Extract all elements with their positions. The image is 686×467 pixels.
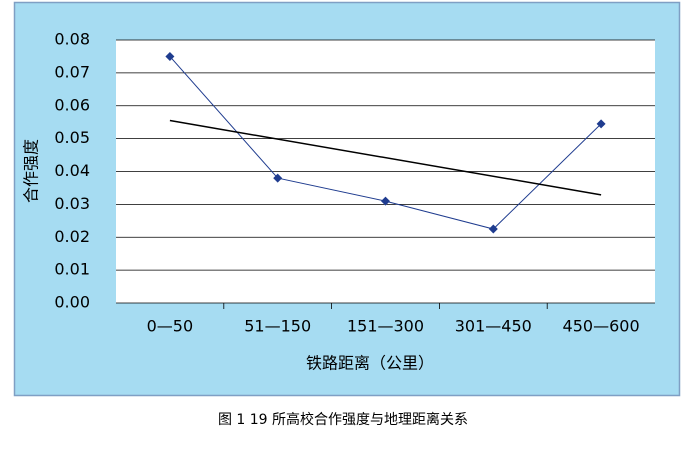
y-tick-label: 0.04 <box>54 161 90 180</box>
y-axis-label: 合作强度 <box>22 139 41 203</box>
data-point <box>273 173 283 183</box>
x-tick-label: 450—600 <box>563 317 640 336</box>
y-tick-label: 0.00 <box>54 293 90 312</box>
data-point <box>596 119 606 129</box>
x-tick-label: 301—450 <box>455 317 532 336</box>
y-tick-label: 0.08 <box>54 30 90 49</box>
trend-line <box>169 119 602 196</box>
caption: 图 1 19 所高校合作强度与地理距离关系 <box>218 411 468 428</box>
y-tick-label: 0.01 <box>54 260 90 279</box>
x-tick-label: 0—50 <box>147 317 194 336</box>
x-axis-label: 铁路距离（公里） <box>306 354 434 373</box>
y-tick-label: 0.05 <box>54 128 90 147</box>
y-tick-label: 0.02 <box>54 227 90 246</box>
data-point <box>488 224 498 234</box>
x-tick-label: 51—150 <box>244 317 311 336</box>
y-tick-label: 0.03 <box>54 194 90 213</box>
data-point <box>381 196 390 206</box>
y-tick-label: 0.07 <box>54 62 90 81</box>
x-tick-label: 151—300 <box>347 317 424 336</box>
data-point <box>165 51 175 61</box>
y-tick-label: 0.06 <box>54 95 90 114</box>
